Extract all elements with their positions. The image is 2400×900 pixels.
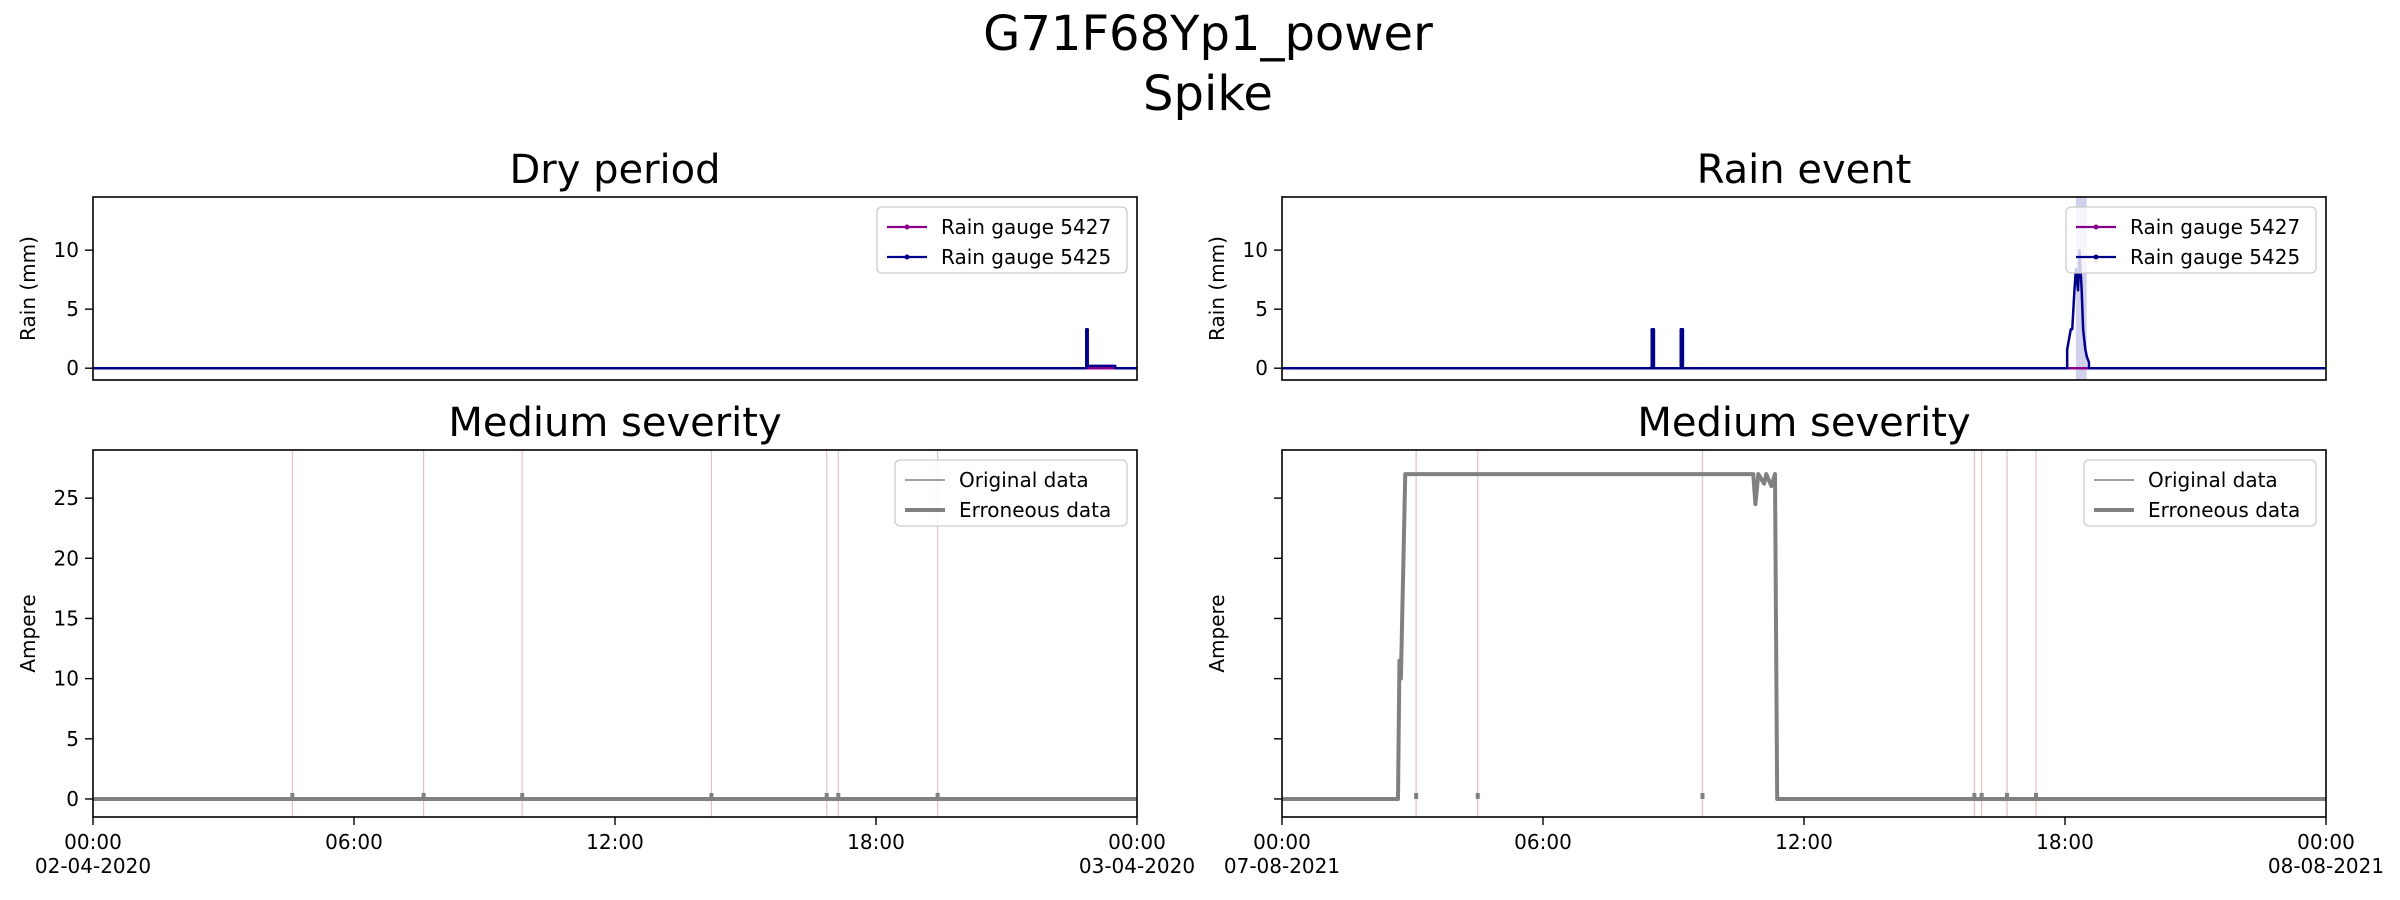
x-tick-label: 00:00	[1108, 830, 1166, 854]
figure-title: G71F68Yp1_power	[983, 6, 1433, 62]
x-tick-date: 03-04-2020	[1079, 854, 1195, 878]
legend-label: Rain gauge 5425	[2130, 245, 2300, 269]
legend-label: Original data	[959, 468, 1089, 492]
plot-area	[93, 450, 1137, 817]
chart-panel-bottom-right: Medium severityAmpere00:0007-08-202106:0…	[1205, 400, 2384, 878]
x-tick-label: 12:00	[586, 830, 644, 854]
y-tick-label: 10	[54, 667, 79, 691]
y-tick-label: 15	[54, 606, 79, 630]
plot-area	[1282, 450, 2326, 817]
x-tick-label: 18:00	[2036, 830, 2094, 854]
figure-subtitle: Spike	[1143, 66, 1273, 122]
y-axis-label: Rain (mm)	[16, 236, 40, 341]
legend-marker	[904, 224, 910, 230]
legend: Rain gauge 5427 Rain gauge 5425	[2065, 206, 2317, 274]
x-tick-label: 06:00	[1514, 830, 1572, 854]
panel-title: Medium severity	[448, 400, 781, 446]
x-tick-label: 00:00	[2297, 830, 2355, 854]
y-tick-label: 0	[66, 356, 79, 380]
legend: Original data Erroneous data	[894, 459, 1128, 527]
y-tick-label: 20	[54, 546, 79, 570]
legend-marker	[2093, 254, 2099, 260]
legend: Rain gauge 5427 Rain gauge 5425	[876, 206, 1128, 274]
panel-title: Rain event	[1697, 147, 1912, 193]
x-tick-date: 08-08-2021	[2268, 854, 2384, 878]
legend-label: Rain gauge 5425	[941, 245, 1111, 269]
series-line	[93, 327, 1137, 370]
series-line	[1282, 472, 2326, 801]
x-tick-label: 00:00	[1253, 830, 1311, 854]
plot-area	[1282, 197, 2326, 380]
x-tick-date: 07-08-2021	[1224, 854, 1340, 878]
legend-box	[876, 206, 1128, 274]
legend-label: Rain gauge 5427	[941, 215, 1111, 239]
legend-marker	[2093, 224, 2099, 230]
x-tick-date: 02-04-2020	[35, 854, 151, 878]
panel-title: Dry period	[509, 147, 720, 193]
x-tick-label: 06:00	[325, 830, 383, 854]
y-tick-label: 25	[54, 486, 79, 510]
chart-panel-bottom-left: Medium severity0510152025Ampere00:0002-0…	[16, 400, 1195, 878]
y-axis-label: Rain (mm)	[1205, 236, 1229, 341]
series-line	[1282, 248, 2326, 370]
plot-frame	[1281, 196, 2327, 381]
legend-label: Rain gauge 5427	[2130, 215, 2300, 239]
x-tick-label: 00:00	[64, 830, 122, 854]
plot-area	[93, 327, 1137, 370]
legend: Original data Erroneous data	[2083, 459, 2317, 527]
legend-box	[2065, 206, 2317, 274]
y-tick-label: 5	[1255, 297, 1268, 321]
y-axis-label: Ampere	[1205, 594, 1229, 672]
y-tick-label: 0	[1255, 356, 1268, 380]
y-tick-label: 10	[54, 238, 79, 262]
legend-marker	[904, 254, 910, 260]
x-tick-label: 12:00	[1775, 830, 1833, 854]
legend-label: Erroneous data	[2148, 498, 2300, 522]
legend-label: Erroneous data	[959, 498, 1111, 522]
y-tick-label: 10	[1243, 238, 1268, 262]
legend-box	[2083, 459, 2317, 527]
legend-label: Original data	[2148, 468, 2278, 492]
y-tick-label: 5	[66, 727, 79, 751]
x-tick-label: 18:00	[847, 830, 905, 854]
y-axis-label: Ampere	[16, 594, 40, 672]
legend-box	[894, 459, 1128, 527]
y-tick-label: 0	[66, 787, 79, 811]
panel-title: Medium severity	[1637, 400, 1970, 446]
y-tick-label: 5	[66, 297, 79, 321]
plot-frame	[92, 196, 1138, 381]
